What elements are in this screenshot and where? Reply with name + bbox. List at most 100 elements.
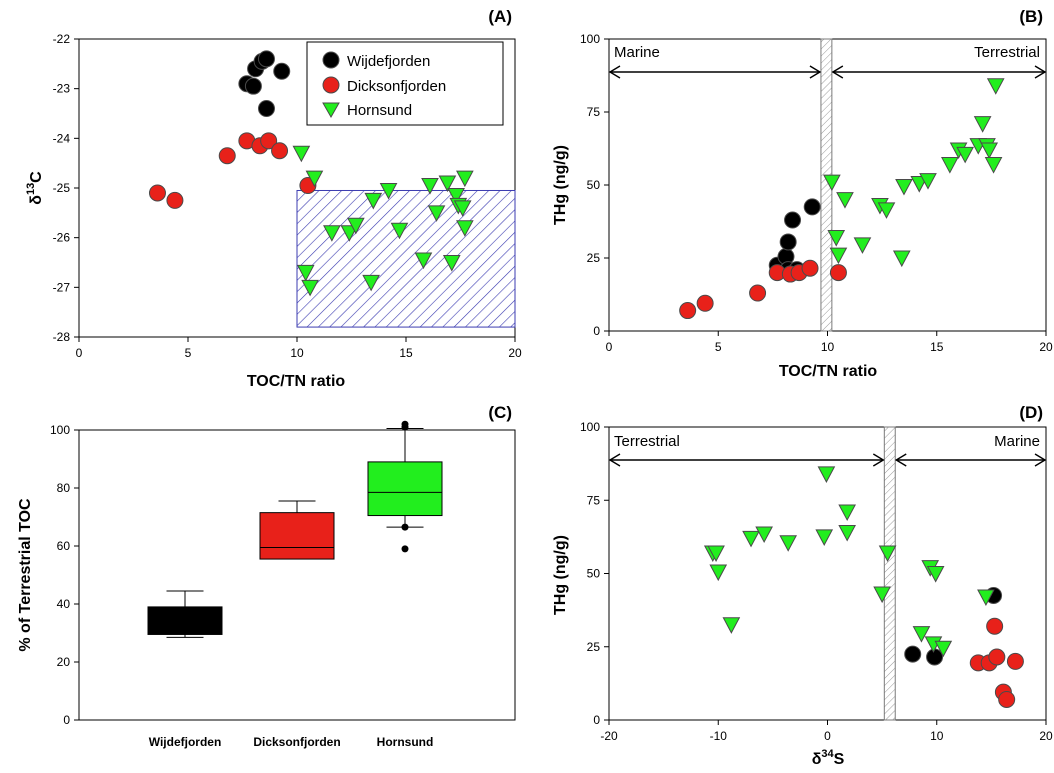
x-tick-label: -10 — [710, 729, 728, 743]
x-tick-label: 20 — [1039, 729, 1053, 743]
point-wijdefjorden — [244, 77, 262, 95]
y-tick-label: 0 — [593, 713, 600, 727]
point-hornsund — [709, 564, 728, 582]
point-hornsund — [421, 178, 439, 195]
point-hornsund — [838, 524, 856, 542]
point-hornsund — [873, 586, 891, 604]
point-hornsund — [301, 279, 319, 297]
box-hornsund — [367, 461, 443, 517]
point-dicksonfjorden — [829, 264, 847, 282]
arrow-head-left — [831, 65, 844, 79]
y-tick-label: -27 — [53, 280, 71, 294]
point-hornsund — [347, 217, 365, 235]
point-hornsund — [934, 640, 953, 658]
point-hornsund — [364, 192, 383, 210]
point-hornsund — [892, 250, 911, 268]
point-hornsund — [836, 192, 854, 209]
panel-a-x-axis-label: TOC/TN ratio — [247, 373, 346, 390]
box-wijdefjorden — [147, 606, 223, 635]
point-hornsund — [926, 566, 945, 583]
point-wijdefjorden — [803, 198, 821, 216]
point-hornsund — [447, 187, 465, 205]
panel-a-y-label-sup: 13 — [25, 183, 37, 195]
y-tick-label: 50 — [587, 178, 601, 192]
point-hornsund — [941, 157, 959, 174]
panel-b-region-marine: Marine — [614, 44, 660, 61]
point-dicksonfjorden — [988, 648, 1006, 666]
y-tick-label: 20 — [57, 655, 71, 669]
x-tick-label: 10 — [821, 340, 835, 354]
point-hornsund — [977, 589, 995, 607]
arrow-head-right — [872, 453, 885, 467]
divider-band — [883, 426, 896, 721]
point-hornsund — [722, 617, 741, 634]
point-hornsund — [323, 225, 341, 242]
point-hornsund — [362, 274, 380, 292]
point-hornsund — [438, 175, 457, 193]
panel-b-y-axis-label: THg (ng/g) — [552, 145, 569, 225]
panel-b: 0 5 10 15 20 0 25 50 75 100 (B) TOC/TN ratio THg… — [552, 7, 1053, 380]
point-dicksonfjorden — [801, 259, 819, 277]
y-tick-label: 80 — [57, 481, 71, 495]
panel-b-tag: (B) — [1019, 7, 1043, 26]
y-tick-label: 25 — [587, 640, 601, 654]
point-hornsund — [827, 230, 846, 247]
point-wijdefjorden — [779, 233, 797, 251]
y-tick-label: -22 — [53, 32, 71, 46]
y-tick-label: 0 — [593, 324, 600, 338]
point-hornsund — [296, 264, 315, 282]
shaded-terrestrial-region — [296, 189, 516, 328]
legend-box — [306, 41, 504, 126]
x-tick-label: 0 — [606, 340, 613, 354]
panel-c-frame — [78, 429, 516, 721]
point-hornsund — [707, 545, 725, 563]
point-hornsund — [829, 247, 848, 265]
outlier-hornsund — [401, 523, 409, 531]
point-wijdefjorden — [257, 100, 275, 118]
point-hornsund — [817, 466, 836, 483]
point-dicksonfjorden — [679, 302, 697, 320]
point-hornsund — [390, 222, 409, 240]
y-tick-label: 75 — [587, 493, 601, 507]
panel-d-x-axis-label: δ34S — [812, 748, 845, 768]
panel-d-tag: (D) — [1019, 403, 1043, 422]
y-tick-label: 60 — [57, 539, 71, 553]
point-dicksonfjorden — [749, 284, 767, 302]
panel-a: 0 5 10 15 20 -22 -23 -24 -25 -26 -27 -28 (A) TOC/T… — [25, 7, 522, 390]
point-hornsund — [878, 545, 897, 563]
point-dicksonfjorden — [166, 191, 184, 209]
point-hornsund — [919, 173, 937, 190]
y-tick-label: -26 — [53, 231, 71, 245]
point-dicksonfjorden — [218, 147, 236, 165]
point-dicksonfjorden — [696, 294, 714, 312]
x-tick-label: 0 — [824, 729, 831, 743]
panel-b-region-terrestrial: Terrestrial — [974, 44, 1040, 61]
arrow-head-right — [809, 65, 822, 79]
arrow-head-left — [608, 65, 621, 79]
point-hornsund — [980, 142, 999, 160]
y-tick-label: -23 — [53, 82, 71, 96]
point-hornsund — [305, 170, 324, 188]
x-tick-label: 20 — [1039, 340, 1053, 354]
point-hornsund — [895, 178, 913, 196]
arrow-head-right — [1034, 453, 1047, 467]
point-hornsund — [414, 252, 433, 270]
y-tick-label: 50 — [587, 567, 601, 581]
panel-a-tag: (A) — [488, 7, 512, 26]
point-hornsund — [379, 182, 398, 200]
point-wijdefjorden — [257, 50, 275, 68]
outlier-hornsund — [401, 545, 409, 553]
panel-d-y-axis-label: THg (ng/g) — [552, 535, 569, 615]
point-hornsund — [838, 504, 856, 522]
point-hornsund — [292, 145, 311, 163]
y-tick-label: -25 — [53, 181, 71, 195]
y-tick-label: 25 — [587, 251, 601, 265]
point-hornsund — [986, 78, 1005, 95]
panel-b-x-axis-label: TOC/TN ratio — [779, 363, 878, 380]
x-tick-label: 15 — [399, 346, 413, 360]
panel-c-y-axis-label: % of Terrestrial TOC — [17, 498, 34, 652]
point-hornsund — [973, 116, 992, 133]
panel-a-y-axis-label: δ13C — [25, 171, 45, 205]
point-dicksonfjorden — [986, 617, 1004, 635]
box-dicksonfjorden — [259, 512, 335, 560]
